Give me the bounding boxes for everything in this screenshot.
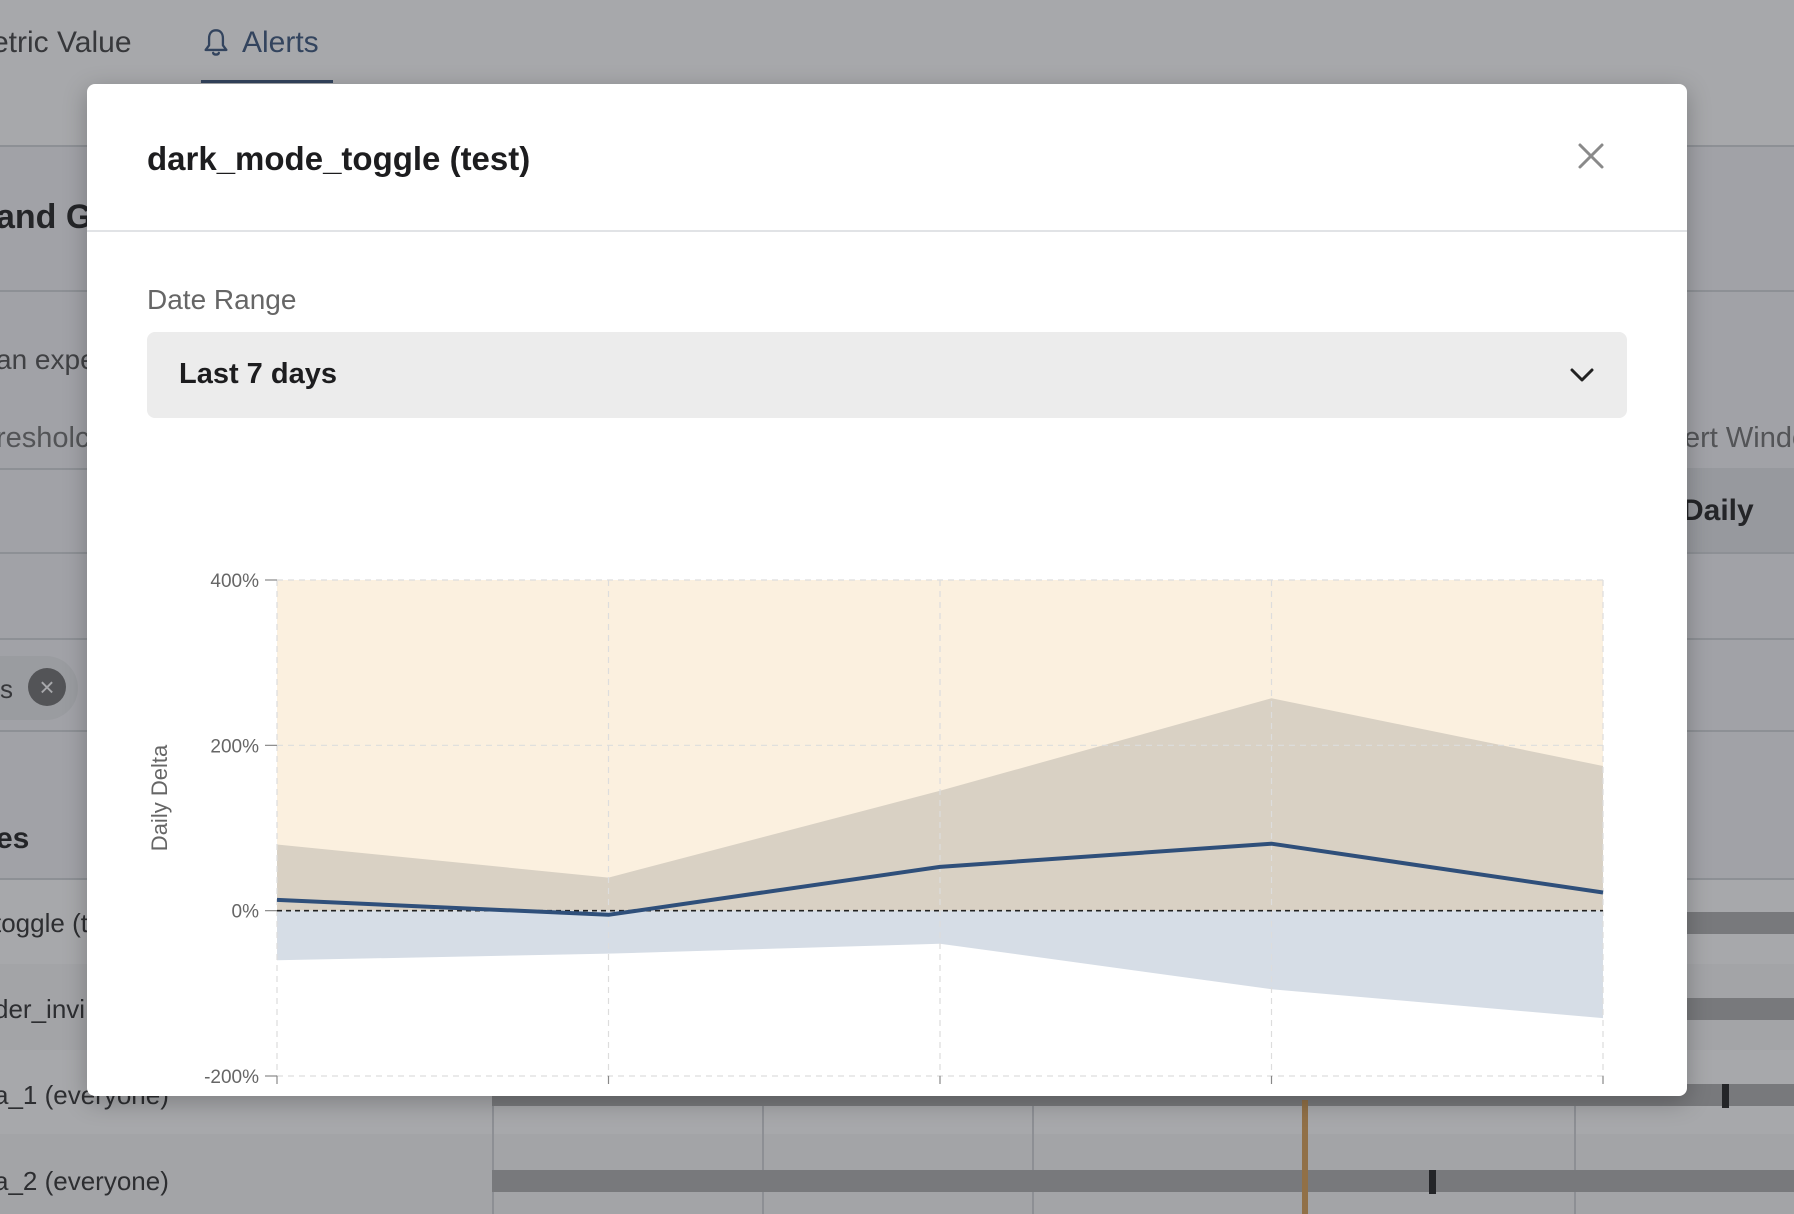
modal-header: dark_mode_toggle (test) bbox=[87, 84, 1687, 232]
y-tick-label: 200% bbox=[210, 736, 259, 757]
row-label: a_2 (everyone) bbox=[0, 1166, 169, 1196]
divider bbox=[0, 468, 90, 470]
active-tab-indicator bbox=[201, 80, 333, 83]
chip-remove-icon[interactable]: × bbox=[28, 668, 66, 706]
timeline-gridline bbox=[1032, 1080, 1034, 1214]
timeline-gridline bbox=[1574, 1080, 1576, 1214]
tab-metric-value[interactable]: etric Value bbox=[0, 26, 132, 59]
delta-chart: 400%200%0%-200%Nov 30Dec 1Dec 2Dec 3Dec … bbox=[147, 464, 1627, 1084]
alert-window-label: ert Windo bbox=[1684, 422, 1794, 454]
timeline-gridline bbox=[492, 1080, 494, 1214]
alert-chart-modal: dark_mode_toggle (test) Date Range Last … bbox=[87, 84, 1687, 1096]
tab-alerts[interactable]: Alerts bbox=[202, 26, 319, 60]
y-tick-label: -200% bbox=[204, 1067, 259, 1084]
date-range-select[interactable]: Last 7 days bbox=[147, 332, 1627, 418]
timeline-bar bbox=[1684, 998, 1794, 1020]
series-line bbox=[276, 841, 1604, 917]
modal-title: dark_mode_toggle (test) bbox=[147, 140, 531, 177]
today-marker bbox=[1302, 1100, 1308, 1214]
tab-alerts-label: Alerts bbox=[242, 26, 319, 59]
close-button[interactable] bbox=[1571, 136, 1611, 176]
alert-window-value: Daily bbox=[1682, 494, 1754, 527]
date-range-value: Last 7 days bbox=[179, 358, 337, 390]
timeline-marker bbox=[1722, 1084, 1729, 1108]
threshold-label: resholc bbox=[0, 422, 90, 454]
page-description: an expe bbox=[0, 344, 96, 375]
date-range-label: Date Range bbox=[147, 284, 297, 315]
section-title: es bbox=[0, 822, 30, 855]
timeline-marker bbox=[1429, 1170, 1436, 1194]
timeline-bar bbox=[1684, 912, 1794, 934]
y-tick-label: 0% bbox=[232, 902, 260, 923]
y-tick-label: 400% bbox=[210, 571, 259, 592]
close-icon bbox=[1578, 143, 1604, 169]
row-label: toggle (t bbox=[0, 908, 88, 938]
bell-icon bbox=[204, 29, 228, 56]
filter-chip-label: s bbox=[0, 674, 13, 704]
timeline-bar bbox=[492, 1170, 1794, 1192]
chevron-down-icon bbox=[1570, 368, 1594, 382]
y-axis-title: Daily Delta bbox=[147, 744, 172, 851]
delta-chart-svg: 400%200%0%-200%Nov 30Dec 1Dec 2Dec 3Dec … bbox=[147, 571, 1604, 1084]
row-label: der_invi bbox=[0, 994, 86, 1024]
timeline-gridline bbox=[762, 1080, 764, 1214]
